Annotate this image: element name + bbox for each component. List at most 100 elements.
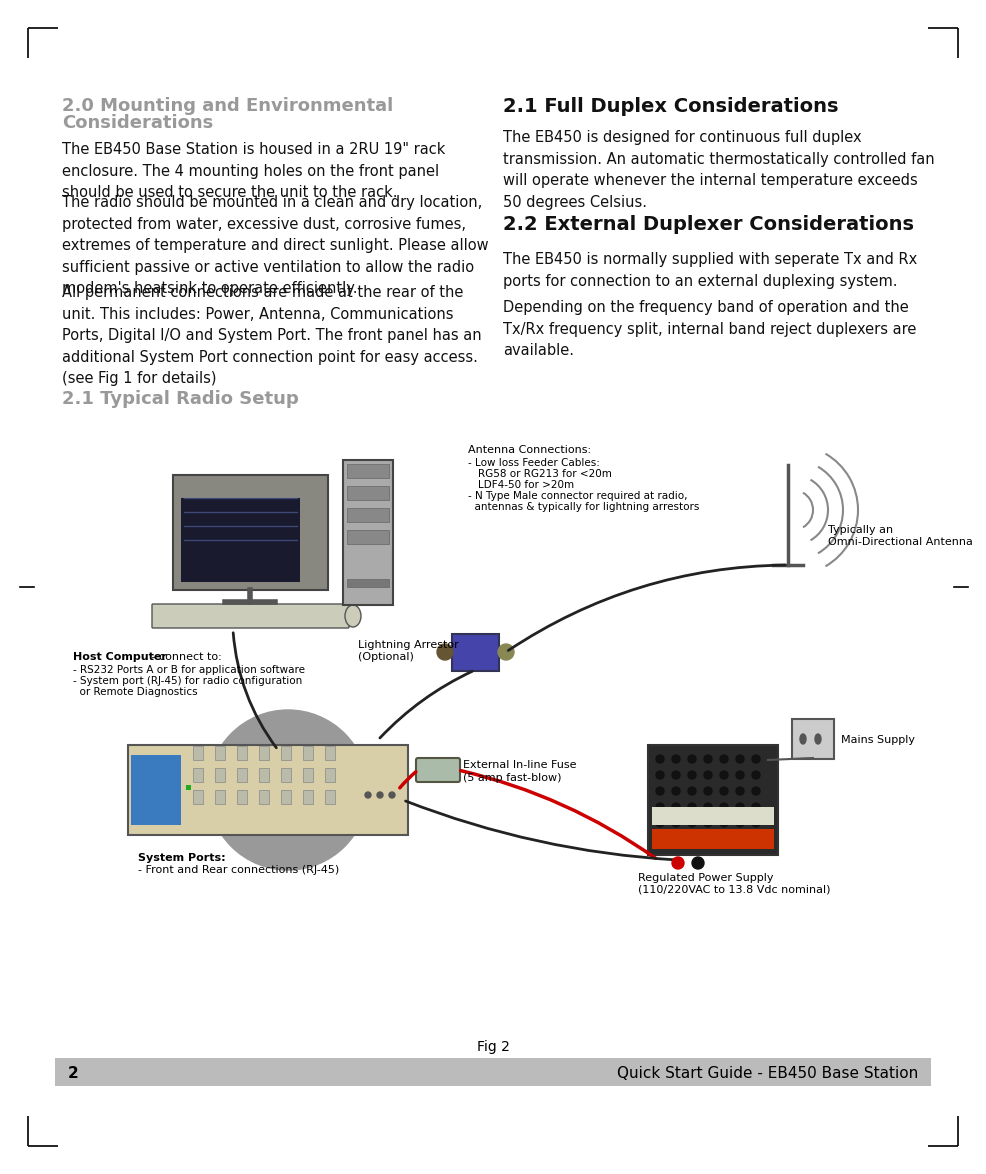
Text: - Low loss Feeder Cables:: - Low loss Feeder Cables: bbox=[468, 458, 599, 468]
Bar bbox=[237, 745, 247, 760]
Text: or Remote Diagnostics: or Remote Diagnostics bbox=[73, 687, 197, 697]
Circle shape bbox=[389, 792, 395, 798]
Circle shape bbox=[704, 819, 712, 826]
Text: Host Computer: Host Computer bbox=[73, 652, 167, 662]
Circle shape bbox=[692, 857, 704, 869]
Circle shape bbox=[498, 645, 514, 660]
Bar bbox=[281, 768, 291, 782]
Bar bbox=[215, 745, 225, 760]
Circle shape bbox=[752, 755, 760, 763]
Circle shape bbox=[688, 787, 696, 795]
Bar bbox=[347, 579, 389, 587]
Text: (Optional): (Optional) bbox=[358, 652, 414, 662]
Circle shape bbox=[736, 755, 744, 763]
Text: Regulated Power Supply: Regulated Power Supply bbox=[638, 873, 773, 883]
Bar bbox=[215, 768, 225, 782]
FancyBboxPatch shape bbox=[128, 745, 408, 835]
Circle shape bbox=[377, 792, 383, 798]
Circle shape bbox=[672, 803, 680, 811]
Circle shape bbox=[736, 819, 744, 826]
Circle shape bbox=[688, 755, 696, 763]
Circle shape bbox=[365, 792, 371, 798]
Bar bbox=[259, 790, 269, 804]
Text: - System port (RJ-45) for radio configuration: - System port (RJ-45) for radio configur… bbox=[73, 676, 303, 686]
Circle shape bbox=[736, 803, 744, 811]
Bar bbox=[131, 755, 181, 825]
Bar bbox=[652, 807, 774, 825]
Bar bbox=[347, 464, 389, 478]
Bar bbox=[303, 768, 313, 782]
Circle shape bbox=[672, 819, 680, 826]
Text: LDF4-50 for >20m: LDF4-50 for >20m bbox=[478, 480, 574, 490]
Bar bbox=[325, 768, 335, 782]
Text: - Front and Rear connections (RJ-45): - Front and Rear connections (RJ-45) bbox=[138, 865, 339, 875]
Circle shape bbox=[752, 803, 760, 811]
Text: Omni-Directional Antenna: Omni-Directional Antenna bbox=[828, 537, 973, 547]
Circle shape bbox=[704, 755, 712, 763]
Text: Lightning Arrestor: Lightning Arrestor bbox=[358, 640, 458, 650]
Circle shape bbox=[704, 803, 712, 811]
Bar bbox=[237, 790, 247, 804]
Circle shape bbox=[672, 755, 680, 763]
Text: Antenna Connections:: Antenna Connections: bbox=[468, 445, 592, 456]
Circle shape bbox=[704, 787, 712, 795]
Circle shape bbox=[720, 787, 728, 795]
Bar bbox=[347, 508, 389, 522]
Circle shape bbox=[704, 771, 712, 780]
Circle shape bbox=[720, 755, 728, 763]
Text: Typically an: Typically an bbox=[828, 525, 893, 535]
Circle shape bbox=[736, 787, 744, 795]
Text: Considerations: Considerations bbox=[62, 114, 213, 131]
Circle shape bbox=[720, 803, 728, 811]
Bar bbox=[347, 529, 389, 544]
Bar bbox=[259, 745, 269, 760]
Text: The EB450 is designed for continuous full duplex
transmission. An automatic ther: The EB450 is designed for continuous ful… bbox=[503, 130, 935, 210]
Bar bbox=[193, 790, 203, 804]
Text: 2.0 Mounting and Environmental: 2.0 Mounting and Environmental bbox=[62, 97, 393, 115]
Text: RG58 or RG213 for <20m: RG58 or RG213 for <20m bbox=[478, 468, 612, 479]
Text: 2.1 Typical Radio Setup: 2.1 Typical Radio Setup bbox=[62, 390, 299, 409]
Text: The EB450 is normally supplied with seperate Tx and Rx
ports for connection to a: The EB450 is normally supplied with sepe… bbox=[503, 252, 917, 289]
Text: 2: 2 bbox=[68, 1066, 79, 1080]
Circle shape bbox=[688, 803, 696, 811]
Text: (5 amp fast-blow): (5 amp fast-blow) bbox=[463, 772, 561, 783]
Ellipse shape bbox=[345, 605, 361, 627]
Bar bbox=[237, 768, 247, 782]
Bar bbox=[193, 768, 203, 782]
Text: - connect to:: - connect to: bbox=[148, 652, 222, 662]
Text: Depending on the frequency band of operation and the
Tx/Rx frequency split, inte: Depending on the frequency band of opera… bbox=[503, 301, 916, 358]
Text: Mains Supply: Mains Supply bbox=[841, 735, 915, 745]
Text: Fig 2: Fig 2 bbox=[476, 1040, 510, 1054]
Circle shape bbox=[720, 819, 728, 826]
Circle shape bbox=[720, 771, 728, 780]
Circle shape bbox=[752, 771, 760, 780]
Bar bbox=[652, 829, 774, 849]
Text: (110/220VAC to 13.8 Vdc nominal): (110/220VAC to 13.8 Vdc nominal) bbox=[638, 885, 830, 895]
Circle shape bbox=[208, 710, 368, 870]
Bar bbox=[215, 790, 225, 804]
Text: System Ports:: System Ports: bbox=[138, 853, 226, 863]
Circle shape bbox=[688, 771, 696, 780]
Text: 2.2 External Duplexer Considerations: 2.2 External Duplexer Considerations bbox=[503, 215, 914, 234]
Text: antennas & typically for lightning arrestors: antennas & typically for lightning arres… bbox=[468, 502, 699, 512]
FancyBboxPatch shape bbox=[173, 475, 328, 591]
Text: All permanent connections are made at the rear of the
unit. This includes: Power: All permanent connections are made at th… bbox=[62, 285, 481, 386]
Circle shape bbox=[437, 645, 453, 660]
Text: - N Type Male connector required at radio,: - N Type Male connector required at radi… bbox=[468, 491, 687, 501]
Text: The radio should be mounted in a clean and dry location,
protected from water, e: The radio should be mounted in a clean a… bbox=[62, 195, 489, 296]
Circle shape bbox=[656, 755, 664, 763]
Circle shape bbox=[736, 771, 744, 780]
FancyBboxPatch shape bbox=[416, 758, 460, 782]
Text: Quick Start Guide - EB450 Base Station: Quick Start Guide - EB450 Base Station bbox=[617, 1066, 918, 1080]
FancyBboxPatch shape bbox=[792, 718, 834, 760]
Bar bbox=[347, 486, 389, 500]
Bar bbox=[259, 768, 269, 782]
FancyBboxPatch shape bbox=[152, 603, 349, 628]
Ellipse shape bbox=[800, 734, 806, 744]
Circle shape bbox=[752, 819, 760, 826]
Circle shape bbox=[688, 819, 696, 826]
Circle shape bbox=[656, 771, 664, 780]
Bar bbox=[325, 745, 335, 760]
Circle shape bbox=[656, 803, 664, 811]
Bar bbox=[181, 498, 300, 582]
